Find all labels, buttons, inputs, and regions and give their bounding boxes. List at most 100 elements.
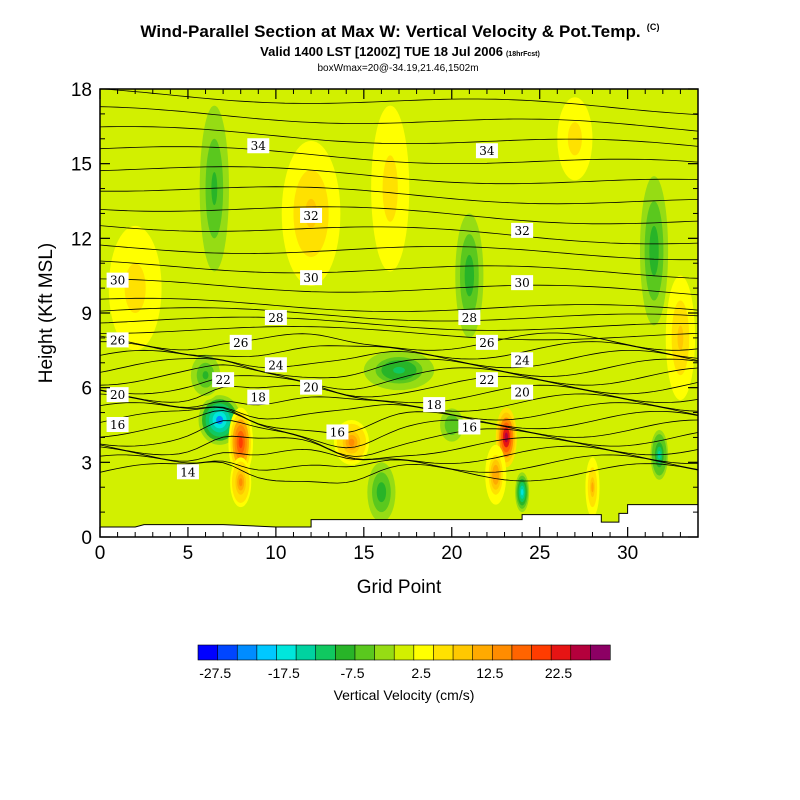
theta-contour-label: 30	[511, 275, 534, 291]
theta-contour-value: 16	[330, 425, 345, 439]
theta-contour-line	[100, 341, 698, 360]
theta-contour-value: 22	[215, 373, 230, 387]
velocity-cell	[103, 213, 167, 363]
colorbar-tick-label: -27.5	[199, 665, 231, 681]
theta-contour-label: 32	[300, 207, 323, 223]
theta-contour-label: 18	[423, 397, 446, 413]
theta-contour-line	[100, 278, 698, 296]
theta-contour-label: 28	[458, 309, 481, 325]
theta-contour-label: 20	[300, 379, 323, 395]
theta-contour-line	[100, 225, 698, 245]
colorbar-swatch	[354, 644, 376, 661]
theta-contour-line	[100, 393, 698, 412]
chart-subtitle-box: boxWmax=20@-34.19,21.46,1502m	[317, 63, 479, 74]
theta-contour-value: 30	[110, 274, 125, 288]
theta-contour-label: 22	[212, 372, 235, 388]
theta-contour-label: 20	[106, 387, 129, 403]
velocity-cell	[485, 444, 507, 505]
theta-contour-line	[100, 146, 698, 164]
y-tick-label: 3	[81, 453, 92, 474]
colorbar-tick-label: -17.5	[268, 665, 300, 681]
colorbar-tick-label: 2.5	[411, 665, 431, 681]
theta-contour-label: 32	[511, 222, 534, 238]
velocity-contour-fill	[591, 482, 594, 493]
colorbar-swatch	[393, 644, 415, 661]
y-axis-label: Height (Kft MSL)	[36, 243, 57, 383]
velocity-contour-fill	[216, 415, 224, 425]
chart-subtitle: Valid 1400 LST [1200Z] TUE 18 Jul 2006 (1…	[260, 44, 540, 59]
theta-contour-value: 20	[110, 388, 125, 402]
theta-contour-line	[100, 186, 698, 205]
colorbar-swatch	[590, 644, 611, 661]
theta-contour-value: 24	[514, 353, 530, 367]
theta-contour-value: 30	[514, 276, 529, 290]
velocity-contour-fill	[202, 371, 209, 380]
theta-contour-line	[100, 326, 698, 341]
theta-contour-line	[100, 435, 698, 460]
theta-contour-label: 26	[475, 334, 498, 350]
theta-contour-line	[100, 375, 698, 398]
velocity-cell	[367, 462, 396, 523]
colorbar-swatch	[452, 644, 474, 661]
velocity-cell	[515, 472, 530, 513]
theta-contour-label: 34	[475, 143, 498, 159]
colorbar-swatch	[295, 644, 317, 661]
theta-contour-label: 30	[300, 270, 323, 286]
theta-contour-line	[100, 402, 698, 421]
colorbar-swatch	[570, 644, 591, 661]
terrain	[100, 504, 698, 537]
theta-contour-label: 34	[247, 138, 270, 154]
theta-contour-label: 24	[264, 357, 287, 373]
theta-contour-label: 24	[511, 352, 534, 368]
theta-contour-line	[100, 349, 698, 369]
y-axis: 0 3 6 9 12 15 18 Height (Kft MSL)	[36, 80, 698, 549]
y-tick-label: 12	[71, 229, 92, 250]
colorbar-swatch	[197, 644, 219, 661]
theta-contour-label: 16	[106, 417, 129, 432]
y-tick-label: 9	[81, 304, 92, 325]
colorbar-swatch	[531, 644, 552, 661]
colorbar-swatch	[374, 644, 395, 661]
x-tick-label: 25	[529, 543, 550, 564]
theta-contour-line	[100, 358, 698, 379]
theta-contour-line	[100, 206, 698, 225]
velocity-contour-fill	[504, 432, 509, 443]
theta-contour-line	[100, 106, 698, 132]
theta-contour-line	[100, 454, 698, 473]
velocity-contour-fill	[467, 265, 472, 287]
velocity-contour-fill	[651, 238, 657, 264]
theta-contour-value: 18	[251, 391, 266, 405]
theta-contour-value: 22	[479, 373, 494, 387]
y-tick-label: 0	[81, 528, 92, 549]
theta-contour-line	[100, 260, 698, 279]
theta-contour-value: 34	[479, 144, 495, 158]
velocity-contour-fill	[449, 421, 455, 429]
velocity-contour-fill	[677, 325, 684, 351]
colorbar-tick-label: -7.5	[340, 665, 364, 681]
theta-contour-value: 28	[462, 311, 477, 325]
colorbar-label: Vertical Velocity (cm/s)	[334, 687, 475, 703]
theta-contour-value: 14	[180, 465, 196, 479]
theta-contour-line	[100, 445, 698, 465]
theta-contour-line	[100, 297, 698, 312]
velocity-contour-fill	[379, 487, 384, 498]
theta-contour-label: 16	[458, 419, 481, 435]
theta-contour-line	[100, 316, 698, 331]
theta-contour-value: 30	[303, 271, 318, 285]
theta-contour-line	[100, 126, 698, 147]
colorbar-swatch	[550, 644, 572, 661]
velocity-contour-fill	[238, 436, 243, 449]
theta-contour-line	[100, 244, 698, 261]
colorbar-swatch	[217, 644, 238, 661]
theta-contour-value: 28	[268, 311, 283, 325]
theta-contour-label: 26	[229, 334, 252, 350]
velocity-contour-fill	[129, 275, 141, 301]
colorbar-swatch	[256, 644, 278, 661]
colorbar: -27.5 -17.5 -7.5 2.5 12.5 22.5 Vertical Veloci…	[197, 644, 611, 703]
colorbar-swatch	[511, 644, 533, 661]
velocity-cell	[363, 350, 435, 391]
theta-contour-value: 26	[479, 336, 494, 350]
velocity-contour-fill	[520, 488, 524, 496]
